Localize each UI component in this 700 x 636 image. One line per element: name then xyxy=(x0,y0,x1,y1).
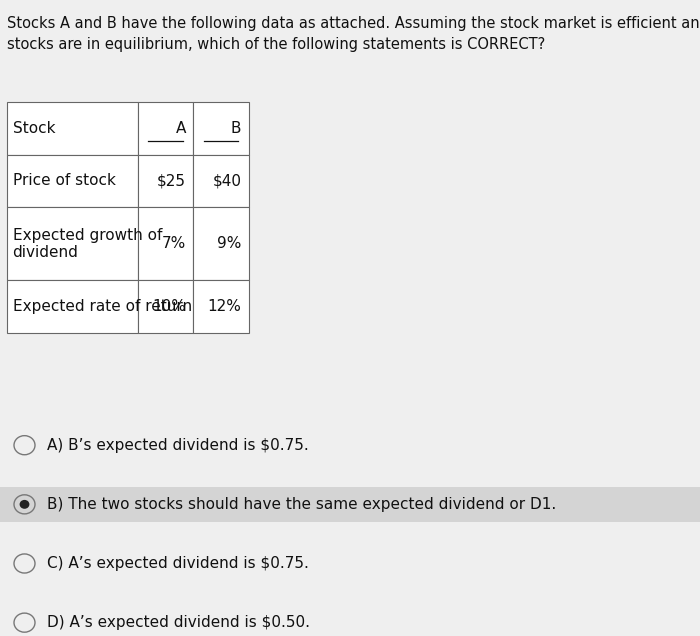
Bar xyxy=(7,280,138,333)
Bar xyxy=(193,155,248,207)
Text: Stock: Stock xyxy=(13,121,55,135)
Bar xyxy=(0,487,700,522)
Bar xyxy=(138,102,193,155)
Text: $25: $25 xyxy=(158,174,186,188)
Text: B: B xyxy=(231,121,241,135)
Bar xyxy=(7,155,138,207)
Bar xyxy=(138,207,193,280)
Bar xyxy=(193,102,248,155)
Text: 10%: 10% xyxy=(153,300,186,314)
Text: D) A’s expected dividend is $0.50.: D) A’s expected dividend is $0.50. xyxy=(47,615,310,630)
Text: Expected rate of return: Expected rate of return xyxy=(13,300,192,314)
Text: C) A’s expected dividend is $0.75.: C) A’s expected dividend is $0.75. xyxy=(47,556,309,571)
Bar xyxy=(7,102,138,155)
Text: Expected growth of
dividend: Expected growth of dividend xyxy=(13,228,162,260)
Bar xyxy=(138,155,193,207)
Circle shape xyxy=(20,500,29,509)
Text: 7%: 7% xyxy=(162,237,186,251)
Text: $40: $40 xyxy=(213,174,241,188)
Text: Price of stock: Price of stock xyxy=(13,174,116,188)
Bar xyxy=(138,280,193,333)
Bar xyxy=(193,280,248,333)
Bar xyxy=(193,207,248,280)
Text: Stocks A and B have the following data as attached. Assuming the stock market is: Stocks A and B have the following data a… xyxy=(7,16,700,53)
Text: A: A xyxy=(176,121,186,135)
Text: 9%: 9% xyxy=(217,237,241,251)
Text: A) B’s expected dividend is $0.75.: A) B’s expected dividend is $0.75. xyxy=(47,438,309,453)
Text: B) The two stocks should have the same expected dividend or D1.: B) The two stocks should have the same e… xyxy=(47,497,556,512)
Text: 12%: 12% xyxy=(208,300,241,314)
